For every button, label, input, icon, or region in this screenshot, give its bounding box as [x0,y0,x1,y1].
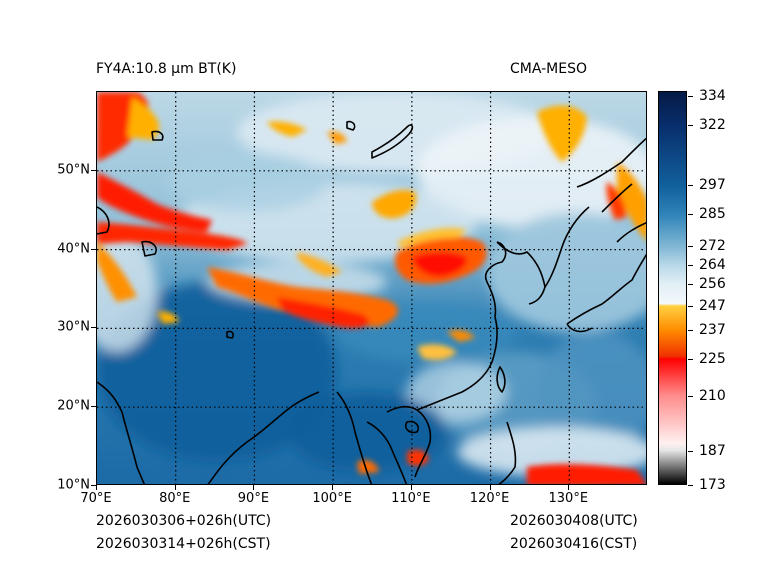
map-gridlines [97,92,646,484]
colorbar-tick-mark [688,284,693,286]
south-china-coast [416,316,498,411]
lat-tick-label: 50°N [57,162,90,178]
colorbar-tick-mark [688,306,693,308]
colorbar-tick-label: 256 [699,276,726,293]
lat-tick-label: 20°N [57,398,90,414]
lon-tick-label: 90°E [237,491,270,506]
okhotsk-coast [576,137,646,188]
brightness-temperature-map [97,92,646,484]
colorbar [658,91,687,485]
lon-tick-label: 110°E [391,491,431,506]
lat-tick-mark [91,485,96,486]
thailand-coast [366,421,408,484]
lon-tick-label: 80°E [159,491,191,506]
taiwan [496,366,506,393]
lon-tick-mark [332,485,334,490]
colorbar-tick-label: 272 [699,237,726,254]
india-west-coast [97,381,146,484]
lon-tick-mark [174,485,176,490]
lon-tick-label: 100°E [312,491,352,506]
ne-coast [544,206,590,288]
plot-title-right: CMA-MESO [510,61,588,77]
colorbar-tick-mark [688,95,693,97]
colorbar-tick-label: 334 [699,87,726,104]
lake-baikal [371,124,414,159]
lon-tick-mark [568,485,570,490]
plot-title-left: FY4A:10.8 µm BT(K) [96,61,237,77]
india-east-coast [207,391,320,484]
init-time-utc: 2026030306+026h(UTC) [96,513,272,529]
cloud-field-blues [97,92,646,477]
japan-hokkaido [616,222,646,243]
lon-tick-mark [253,485,255,490]
lat-tick-label: 30°N [57,319,90,335]
colorbar-tick-mark [688,359,693,361]
colorbar-tick-mark [688,451,693,453]
lat-tick-label: 10°N [57,477,90,493]
hainan [404,420,420,434]
colorbar-tick-label: 247 [699,298,726,315]
colorbar-tick-mark [688,330,693,332]
colorbar-tick-mark [688,485,693,486]
lat-tick-mark [91,169,96,171]
colorbar-tick-label: 225 [699,351,726,368]
philippines [498,421,517,484]
map-panel [96,91,647,485]
colorbar-tick-mark [688,214,693,216]
colorbar-tick-label: 322 [699,116,726,133]
colorbar-tick-mark [688,185,693,187]
lon-tick-label: 130°E [548,491,589,506]
colorbar-tick-label: 285 [699,206,726,223]
lon-tick-mark [489,485,491,490]
lat-tick-mark [91,327,96,329]
colorbar-tick-mark [688,124,693,126]
japan-honshu [566,253,646,325]
colorbar-tick-label: 210 [699,387,726,404]
lat-tick-mark [91,406,96,408]
valid-time-utc: 2026030408(UTC) [510,513,638,529]
init-time-cst: 2026030314+026h(CST) [96,536,271,552]
colorbar-tick-mark [688,395,693,397]
valid-time-cst: 2026030416(CST) [510,536,638,552]
colorbar-tick-label: 297 [699,177,726,194]
myanmar-coast [336,391,373,484]
lon-tick-label: 120°E [469,491,510,506]
lon-tick-mark [410,485,412,490]
colorbar-tick-mark [688,265,693,267]
lat-tick-label: 40°N [57,241,90,257]
korea-coast [496,241,546,305]
lon-tick-mark [96,485,97,490]
lat-tick-mark [91,248,96,250]
colorbar-tick-label: 173 [699,477,726,493]
colorbar-tick-label: 187 [699,443,726,460]
colorbar-tick-mark [688,245,693,247]
colorbar-tick-label: 237 [699,322,726,339]
coastlines [97,120,646,484]
lon-tick-label: 70°E [80,491,112,506]
vietnam-coast [386,405,432,478]
colorbar-tick-label: 264 [699,257,726,274]
